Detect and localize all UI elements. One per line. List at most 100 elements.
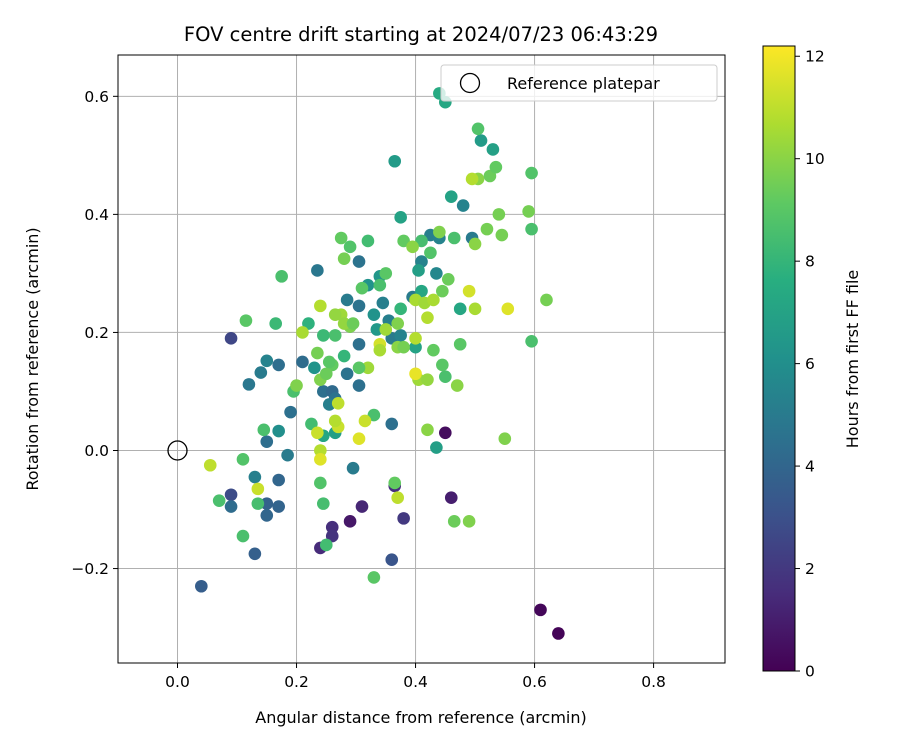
grid-lines bbox=[118, 55, 725, 663]
data-point bbox=[540, 293, 553, 307]
colorbar-tick-label: 8 bbox=[805, 253, 815, 271]
data-point bbox=[522, 205, 535, 218]
data-point bbox=[224, 488, 238, 502]
data-point bbox=[424, 246, 437, 260]
data-point bbox=[394, 329, 407, 342]
data-point bbox=[385, 417, 399, 431]
data-point bbox=[284, 405, 297, 419]
data-point bbox=[239, 314, 253, 327]
data-point bbox=[212, 494, 226, 507]
data-point bbox=[391, 491, 404, 505]
data-point bbox=[224, 332, 238, 345]
data-point bbox=[498, 432, 512, 445]
data-point bbox=[361, 361, 375, 375]
y-tick-label: 0.6 bbox=[84, 88, 109, 106]
data-point bbox=[224, 500, 238, 513]
data-point bbox=[391, 317, 404, 330]
data-point bbox=[358, 414, 372, 428]
data-point bbox=[355, 281, 369, 295]
data-point bbox=[311, 264, 324, 277]
colorbar-gradient bbox=[762, 45, 796, 672]
colorbar-tick-label: 0 bbox=[805, 663, 815, 681]
y-axis-label: Rotation from reference (arcmin) bbox=[23, 227, 42, 490]
data-point bbox=[385, 553, 399, 566]
data-point bbox=[480, 222, 494, 236]
data-point bbox=[352, 432, 366, 445]
legend-reference-marker-icon bbox=[459, 72, 481, 94]
data-point bbox=[251, 497, 265, 510]
data-point bbox=[337, 349, 351, 363]
data-point bbox=[328, 308, 342, 322]
data-point bbox=[447, 231, 461, 245]
data-point bbox=[296, 355, 309, 369]
data-point bbox=[317, 329, 330, 342]
data-point bbox=[272, 358, 285, 372]
data-point bbox=[436, 358, 449, 372]
data-point bbox=[397, 512, 410, 525]
data-point bbox=[450, 379, 464, 392]
data-point bbox=[352, 255, 366, 268]
data-point bbox=[242, 378, 256, 391]
data-point bbox=[290, 379, 303, 392]
colorbar-tick-label: 2 bbox=[805, 560, 815, 578]
colorbar-tick-label: 10 bbox=[805, 150, 825, 168]
data-point bbox=[421, 423, 434, 437]
data-point bbox=[325, 529, 339, 543]
data-point bbox=[456, 199, 470, 212]
data-point bbox=[257, 423, 271, 437]
data-point bbox=[409, 367, 422, 381]
colorbar-tick-label: 12 bbox=[805, 48, 825, 66]
data-point bbox=[370, 323, 384, 336]
x-axis-ticks: 0.0 0.2 0.4 0.6 0.8 bbox=[165, 663, 666, 691]
data-point bbox=[441, 273, 455, 286]
data-point bbox=[453, 302, 467, 316]
data-point bbox=[343, 515, 357, 528]
data-point bbox=[397, 340, 410, 354]
data-point bbox=[340, 293, 354, 307]
data-point bbox=[444, 491, 458, 505]
data-point bbox=[388, 476, 402, 490]
data-point bbox=[275, 270, 288, 283]
colorbar-tick-label: 6 bbox=[805, 355, 815, 373]
x-tick-label: 0.8 bbox=[641, 673, 666, 691]
data-point bbox=[376, 296, 390, 310]
data-point bbox=[311, 426, 324, 440]
data-point bbox=[272, 473, 285, 487]
data-point bbox=[340, 367, 354, 381]
data-point bbox=[236, 529, 250, 543]
colorbar-ticks: 0 2 4 6 8 10 12 bbox=[795, 48, 825, 681]
data-point bbox=[203, 458, 217, 472]
data-point bbox=[331, 396, 345, 410]
data-point bbox=[328, 329, 342, 342]
data-point bbox=[471, 122, 485, 136]
data-point bbox=[430, 441, 443, 454]
data-point bbox=[427, 343, 440, 357]
data-point bbox=[195, 579, 208, 593]
data-point bbox=[328, 414, 342, 428]
data-point bbox=[495, 228, 509, 242]
x-tick-label: 0.0 bbox=[165, 673, 190, 691]
data-point bbox=[317, 497, 330, 510]
data-point bbox=[483, 169, 497, 183]
data-point bbox=[465, 172, 479, 186]
data-point bbox=[462, 515, 476, 528]
data-point bbox=[412, 264, 425, 277]
data-point bbox=[492, 208, 506, 221]
x-tick-label: 0.4 bbox=[403, 673, 428, 691]
data-point bbox=[447, 515, 461, 528]
data-point bbox=[415, 234, 428, 248]
data-point bbox=[325, 520, 339, 534]
data-point bbox=[352, 379, 366, 392]
data-point bbox=[269, 317, 283, 330]
data-point bbox=[388, 154, 402, 168]
data-point bbox=[314, 476, 327, 490]
data-point bbox=[430, 267, 443, 280]
data-point bbox=[489, 160, 503, 174]
data-point bbox=[260, 354, 274, 368]
colorbar-label: Hours from first FF file bbox=[843, 270, 862, 449]
y-tick-label: −0.2 bbox=[71, 560, 109, 578]
reference-marker-group bbox=[167, 440, 188, 461]
data-point bbox=[314, 453, 327, 466]
data-point bbox=[367, 408, 381, 422]
